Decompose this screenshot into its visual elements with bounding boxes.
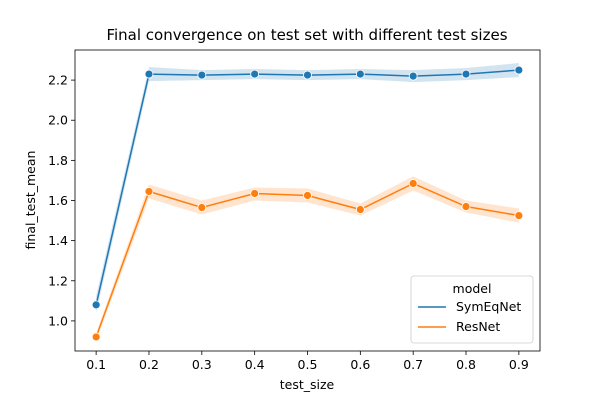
x-tick-label: 0.7 xyxy=(403,357,423,372)
data-point-resnet xyxy=(355,205,365,214)
data-point-resnet xyxy=(250,189,260,198)
y-tick-label: 1.8 xyxy=(48,153,68,168)
data-point-symeqnet xyxy=(91,300,101,310)
data-point-symeqnet xyxy=(408,71,418,81)
y-tick-label: 1.6 xyxy=(48,193,68,208)
y-tick-label: 2.0 xyxy=(48,113,68,128)
chart-title: Final convergence on test set with diffe… xyxy=(106,26,507,44)
data-point-resnet xyxy=(144,187,154,196)
y-axis-label: final_test_mean xyxy=(23,151,38,250)
series-line-symeqnet xyxy=(95,69,519,306)
legend-label-symeqnet: SymEqNet xyxy=(456,299,521,314)
x-tick-label: 0.6 xyxy=(350,357,370,372)
data-point-symeqnet xyxy=(197,70,207,80)
data-point-symeqnet xyxy=(514,65,524,75)
data-point-symeqnet xyxy=(144,69,154,79)
legend-title: model xyxy=(453,281,492,296)
x-tick-label: 0.4 xyxy=(245,357,265,372)
x-tick-label: 0.8 xyxy=(456,357,476,372)
data-point-resnet xyxy=(91,332,101,342)
data-point-symeqnet xyxy=(303,70,312,80)
x-tick-label: 0.1 xyxy=(86,357,106,372)
data-point-symeqnet xyxy=(250,69,260,79)
y-tick-label: 2.2 xyxy=(48,73,68,88)
y-tick-label: 1.2 xyxy=(48,273,68,288)
data-point-resnet xyxy=(461,202,471,211)
x-tick-label: 0.3 xyxy=(192,357,212,372)
y-tick-label: 1.4 xyxy=(48,233,68,248)
data-point-resnet xyxy=(303,191,312,200)
data-point-resnet xyxy=(197,203,207,212)
legend: model SymEqNet ResNet xyxy=(410,275,534,344)
data-point-resnet xyxy=(514,211,524,220)
data-point-symeqnet xyxy=(355,69,365,79)
x-tick-label: 0.5 xyxy=(298,357,318,372)
legend-label-resnet: ResNet xyxy=(456,319,500,334)
data-point-symeqnet xyxy=(461,69,471,79)
x-axis-label: test_size xyxy=(280,377,335,392)
x-tick-label: 0.9 xyxy=(509,357,529,372)
y-tick-label: 1.0 xyxy=(48,313,68,328)
x-tick-label: 0.2 xyxy=(139,357,159,372)
data-point-resnet xyxy=(408,179,418,188)
